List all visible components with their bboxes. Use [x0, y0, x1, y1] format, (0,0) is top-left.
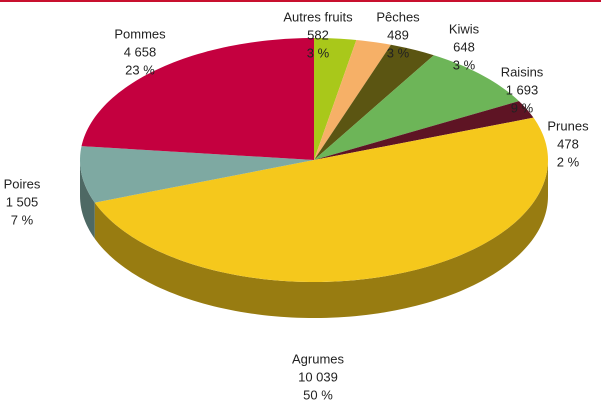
- top-border: [0, 0, 601, 2]
- label-name: Pêches: [376, 9, 420, 24]
- label-value: 4 658: [124, 44, 157, 59]
- label-percent: 9 %: [511, 100, 534, 115]
- label-value: 478: [557, 136, 579, 151]
- label-percent: 7 %: [11, 212, 34, 227]
- slice-side: [94, 160, 548, 318]
- label-percent: 3 %: [387, 45, 410, 60]
- label-name: Raisins: [501, 64, 544, 79]
- label-name: Kiwis: [449, 21, 480, 36]
- slice: [314, 101, 534, 160]
- label-name: Agrumes: [292, 351, 345, 366]
- slice: [94, 117, 548, 282]
- label-percent: 3 %: [453, 57, 476, 72]
- label-name: Autres fruits: [283, 9, 353, 24]
- label-value: 1 693: [506, 82, 539, 97]
- label-value: 648: [453, 39, 475, 54]
- slice-side: [80, 160, 95, 239]
- slice: [314, 38, 357, 160]
- slice: [314, 44, 434, 160]
- label-percent: 2 %: [557, 154, 580, 169]
- label-name: Poires: [4, 176, 41, 191]
- slice: [314, 55, 519, 160]
- slice: [80, 146, 314, 203]
- label-name: Prunes: [547, 118, 589, 133]
- label-value: 489: [387, 27, 409, 42]
- slice: [314, 40, 391, 160]
- label-value: 582: [307, 27, 329, 42]
- label-value: 1 505: [6, 194, 39, 209]
- label-value: 10 039: [298, 369, 338, 384]
- label-percent: 50 %: [303, 387, 333, 402]
- slice: [81, 38, 314, 160]
- label-percent: 23 %: [125, 62, 155, 77]
- label-percent: 3 %: [307, 45, 330, 60]
- label-name: Pommes: [114, 26, 166, 41]
